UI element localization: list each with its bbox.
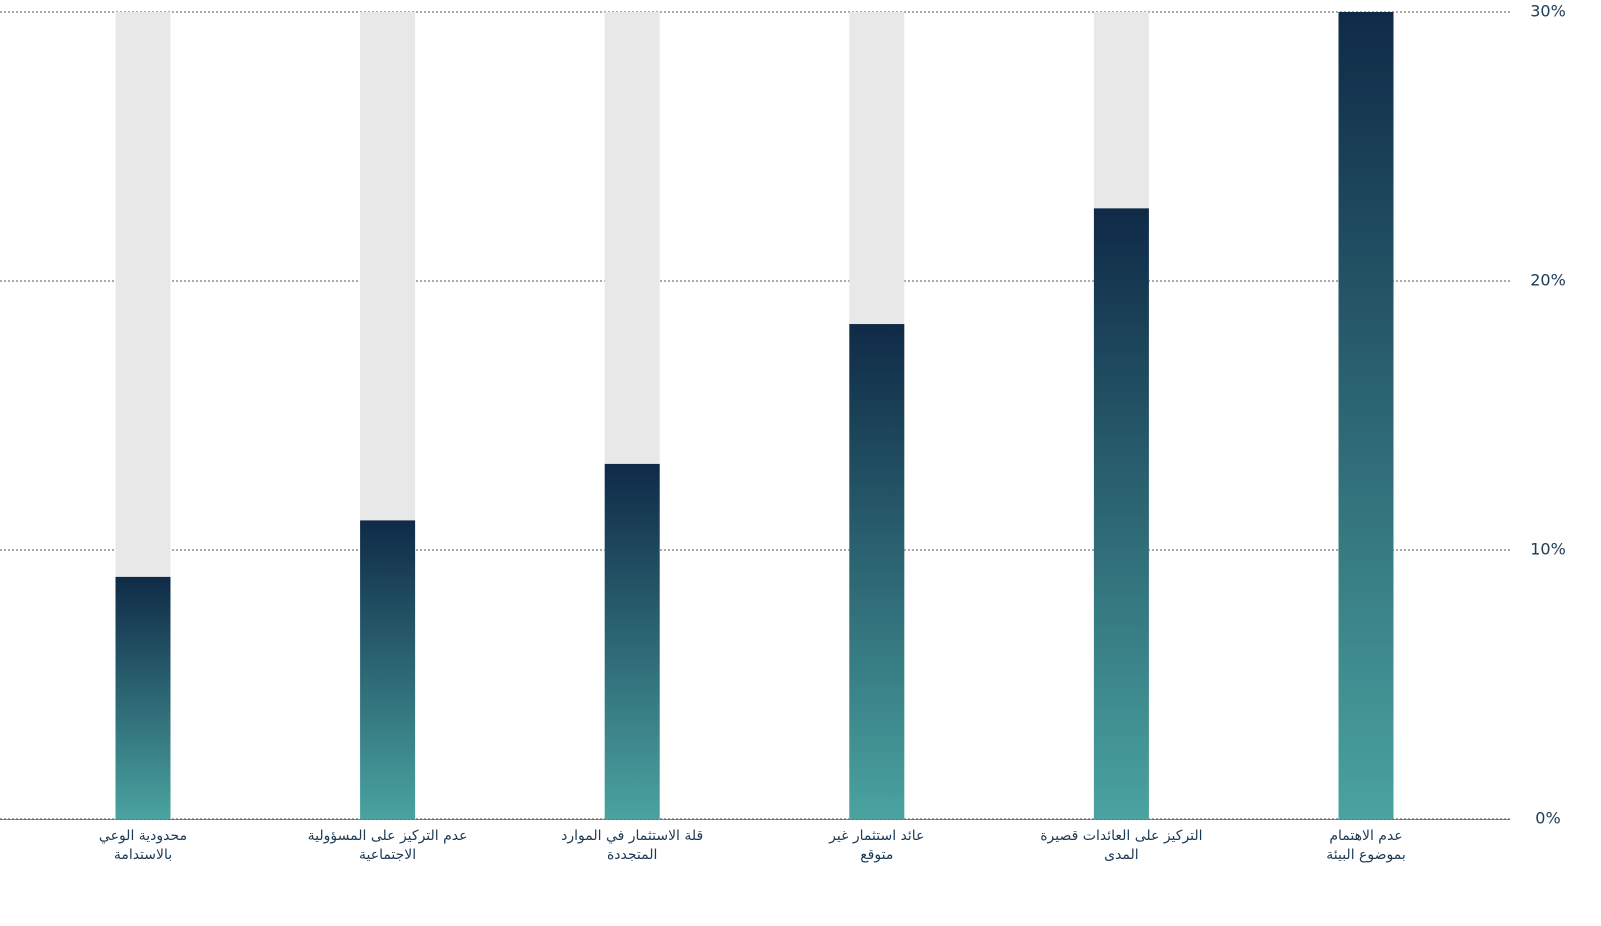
bar [1338,12,1394,819]
x-tick-label: عائد استثمار غير متوقع [828,828,924,863]
x-tick-label-line: عائد استثمار غير [828,828,924,844]
x-tick-label: محدودية الوعي بالاستدامة [99,828,187,863]
x-tick-label-line: المتجددة [607,847,657,863]
x-tick-label-line: محدودية الوعي [99,828,187,844]
bar [360,520,416,819]
x-tick-label-line: عدم التركيز على المسؤولية [308,828,468,844]
y-tick-label: 20% [1530,271,1566,290]
x-tick-label-line: التركيز على العائدات قصيرة [1040,828,1202,844]
bar [1093,208,1149,819]
bar [604,463,660,819]
x-tick-label: التركيز على العائدات قصيرة المدى [1040,828,1202,863]
y-tick-label: 30% [1530,2,1566,21]
x-tick-label: قلة الاستثمار في الموارد المتجددة [561,828,703,863]
y-tick-label: 10% [1530,540,1566,559]
x-tick-label: عدم التركيز على المسؤولية الاجتماعية [308,828,468,863]
x-tick-label: عدم الاهتمام بموضوع البيئة [1326,828,1405,863]
x-tick-label-line: قلة الاستثمار في الموارد [561,828,703,844]
x-tick-label-line: عدم الاهتمام [1329,828,1402,844]
bar [849,324,905,819]
x-tick-label-line: بالاستدامة [114,847,172,863]
x-tick-label-line: بموضوع البيئة [1326,847,1405,863]
bar [115,576,171,819]
y-tick-label: 0% [1535,809,1560,828]
x-tick-label-line: المدى [1104,847,1139,863]
x-tick-label-line: الاجتماعية [359,847,416,863]
x-tick-label-line: متوقع [860,847,893,863]
